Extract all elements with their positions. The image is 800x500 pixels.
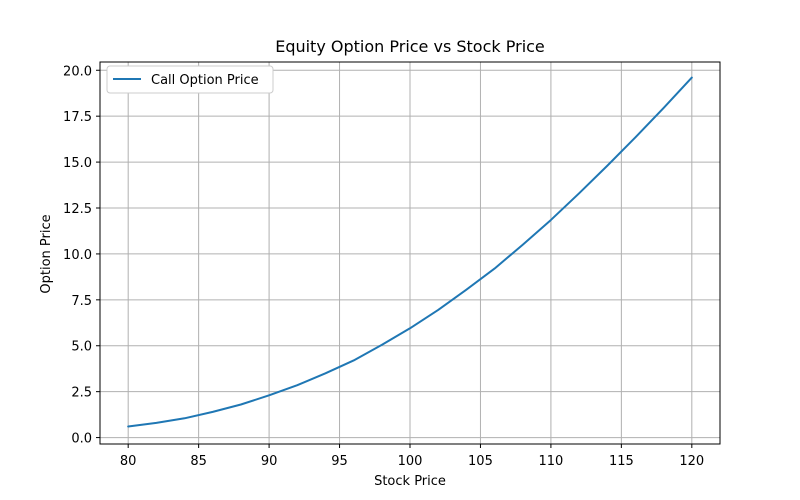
series-line-call-option-price [127, 76, 693, 428]
chart-title: Equity Option Price vs Stock Price [275, 37, 545, 56]
y-tick-label: 0.0 [71, 432, 92, 447]
y-tick-label: 15.0 [63, 156, 92, 171]
x-tick-label: 85 [190, 454, 207, 469]
y-tick-label: 5.0 [71, 340, 92, 355]
y-tick-label: 12.5 [63, 202, 92, 217]
legend-box [106, 65, 274, 94]
x-tick-label: 115 [609, 454, 634, 469]
y-axis-label: Option Price [39, 214, 54, 293]
y-tick-label: 7.5 [71, 294, 92, 309]
x-tick-label: 100 [398, 454, 423, 469]
axis-ticks: 80 85 90 95 100 105 110 115 120 0.0 2.5 5.0 7.5 10.0 1… [63, 64, 704, 469]
grid [100, 62, 720, 444]
y-tick-label: 10.0 [63, 248, 92, 263]
y-tick-label: 20.0 [63, 64, 92, 79]
y-tick-label: 2.5 [71, 386, 92, 401]
x-tick-label: 95 [331, 454, 348, 469]
legend: Call Option Price [106, 65, 274, 94]
x-axis-label: Stock Price [374, 474, 446, 489]
x-tick-label: 110 [538, 454, 563, 469]
x-tick-label: 120 [679, 454, 704, 469]
x-tick-label: 105 [468, 454, 493, 469]
series-layer [127, 76, 693, 428]
legend-label-call-option-price: Call Option Price [151, 73, 259, 88]
y-tick-label: 17.5 [63, 110, 92, 125]
x-tick-label: 90 [261, 454, 278, 469]
x-tick-label: 80 [120, 454, 137, 469]
